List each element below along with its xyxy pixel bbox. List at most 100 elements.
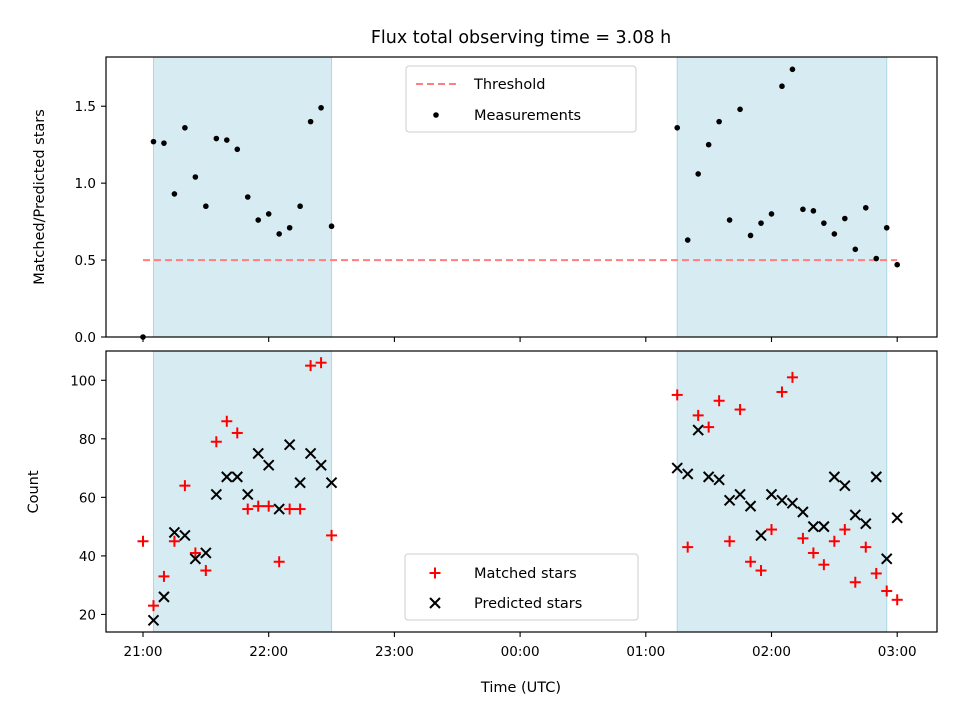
predicted-star-point — [828, 471, 841, 483]
matched-star-point — [776, 386, 788, 398]
matched-star-point — [713, 395, 725, 407]
predicted-star-point — [734, 488, 746, 501]
measurement-point — [800, 206, 806, 213]
x-tick-label: 03:00 — [878, 644, 917, 660]
measurement-point — [265, 211, 272, 217]
predicted-star-point — [692, 424, 704, 436]
x-tick-label: 02:00 — [752, 644, 791, 660]
bottom-y-axis-label: Count — [26, 470, 42, 513]
predicted-star-d2 — [881, 553, 893, 565]
matched-star-point — [786, 371, 798, 383]
measurement-point — [894, 261, 900, 268]
matched-star-point — [189, 547, 201, 559]
bottom-y-tick-label: 80 — [79, 432, 96, 448]
matched-star-point — [671, 389, 683, 401]
predicted-star-point — [283, 438, 296, 451]
matched-star-point — [263, 500, 275, 512]
predicted-star-point — [870, 471, 882, 483]
matched-star-point — [682, 541, 694, 553]
matched-star-point — [870, 567, 882, 579]
matched-star-point — [860, 541, 872, 553]
matched-star-point — [818, 559, 830, 571]
predicted-star-d2 — [671, 462, 683, 474]
top-shaded-interval-0 — [152, 56, 333, 338]
matched-star-point — [703, 421, 715, 433]
predicted-star-d2 — [315, 459, 327, 471]
predicted-star-d2 — [200, 547, 212, 559]
matched-star-point — [179, 480, 191, 492]
bottom-legend: Matched stars Predicted stars — [404, 553, 639, 621]
predicted-star-d2 — [189, 553, 202, 565]
matched-star-point — [849, 576, 861, 588]
measurement-point — [789, 66, 796, 73]
x-axis-label: Time (UTC) — [480, 680, 561, 696]
top-y-tick-label: 1.0 — [75, 176, 96, 192]
predicted-star-d2 — [681, 468, 694, 480]
predicted-star-point — [189, 553, 202, 565]
measurement-point — [150, 138, 157, 145]
predicted-star-d2 — [744, 500, 757, 512]
predicted-star-point — [315, 459, 327, 471]
measurement-point — [182, 124, 188, 131]
bottom-panel: 21:00 22:00 23:00 00:00 01:00 02:00 03:00 20 40 6… — [70, 350, 938, 660]
matched-star-point — [692, 409, 704, 421]
predicted-star-point — [797, 506, 809, 518]
bottom-legend-box — [404, 553, 639, 621]
measurement-point — [747, 232, 754, 239]
top-shaded-interval-1 — [676, 56, 888, 338]
matched-star-point — [828, 535, 840, 547]
legend-predicted-swatch-d2 — [429, 597, 441, 609]
measurement-point — [161, 140, 167, 146]
bottom-y-tick-label: 40 — [79, 549, 96, 565]
matched-star-point — [891, 594, 903, 606]
predicted-star-point — [221, 471, 233, 483]
legend-measurements-swatch — [433, 112, 439, 118]
matched-star-point — [294, 503, 306, 515]
predicted-star-d2 — [231, 471, 243, 483]
predicted-star-point — [776, 494, 788, 506]
matched-star-point — [881, 585, 893, 597]
predicted-star-point — [252, 447, 264, 460]
predicted-star-d2 — [210, 488, 223, 501]
measurement-point — [695, 171, 701, 177]
top-panel: 0.0 0.5 1.0 1.5 Threshold Measurements — [75, 56, 938, 346]
bottom-y-tick-label: 100 — [70, 373, 96, 389]
predicted-star-point — [179, 529, 191, 542]
measurement-point — [318, 104, 324, 111]
predicted-star-d2 — [860, 517, 872, 530]
matched-star-point — [284, 503, 296, 515]
measurement-point — [883, 224, 890, 231]
predicted-star-d2 — [158, 591, 170, 603]
measurement-point — [768, 211, 775, 217]
measurement-point — [224, 137, 230, 143]
top-legend-box — [405, 65, 637, 133]
predicted-star-point — [713, 474, 725, 486]
predicted-star-point — [723, 494, 736, 506]
bottom-shaded-interval-0 — [152, 350, 333, 633]
predicted-star-point — [210, 488, 223, 501]
matched-star-point — [221, 415, 233, 427]
predicted-star-point — [786, 497, 799, 509]
predicted-star-d2 — [734, 488, 746, 501]
top-y-tick-label: 0.5 — [75, 253, 96, 269]
predicted-star-d2 — [325, 477, 338, 489]
measurement-point — [276, 231, 282, 237]
measurement-point — [328, 223, 335, 230]
predicted-star-point — [881, 553, 893, 565]
bottom-y-tick-label: 60 — [79, 490, 96, 506]
measurement-point — [705, 141, 712, 148]
predicted-star-d2 — [891, 512, 903, 524]
predicted-star-d2 — [147, 614, 160, 626]
predicted-star-d2 — [818, 520, 830, 533]
predicted-star-d2 — [755, 529, 767, 542]
legend-threshold-label: Threshold — [473, 77, 545, 93]
predicted-star-point — [158, 591, 170, 603]
predicted-star-d2 — [304, 447, 317, 460]
predicted-star-point — [765, 488, 778, 501]
predicted-star-point — [807, 520, 820, 533]
matched-star-point — [210, 436, 222, 448]
bottom-axes-frame — [105, 350, 938, 633]
predicted-star-point — [231, 471, 243, 483]
predicted-star-point — [147, 614, 160, 626]
